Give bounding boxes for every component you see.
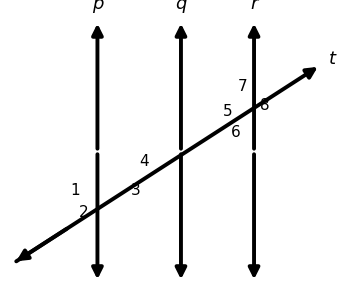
Text: 4: 4 [140,154,149,169]
Text: 8: 8 [260,98,269,113]
Text: 2: 2 [79,205,88,220]
Text: q: q [175,0,187,13]
Text: 3: 3 [131,183,141,198]
Text: t: t [329,50,336,68]
Text: 5: 5 [223,104,233,119]
Text: p: p [92,0,103,13]
Text: r: r [250,0,258,13]
Text: 1: 1 [70,183,80,198]
Text: 7: 7 [238,79,248,94]
Text: 6: 6 [231,125,241,140]
